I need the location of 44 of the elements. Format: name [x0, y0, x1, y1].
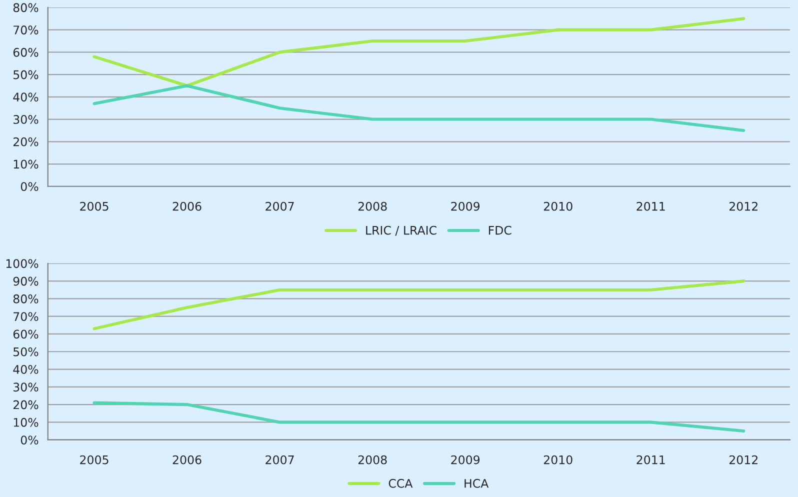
x-tick-label: 2010 — [544, 455, 572, 464]
line-series — [92, 17, 746, 88]
x-tick-label: 2007 — [266, 455, 294, 464]
x-tick-label: 2012 — [729, 202, 758, 211]
x-tick-label: 2005 — [80, 455, 108, 464]
y-tick-label: 70% — [14, 312, 38, 321]
legend-label: LRIC / LRAIC — [366, 226, 436, 236]
x-tick-label: 2008 — [358, 455, 387, 464]
y-tick-label: 50% — [14, 347, 38, 356]
y-tick-label: 40% — [13, 92, 38, 102]
line-series — [92, 84, 746, 132]
y-tick-label: 60% — [13, 48, 38, 57]
x-tick-label: 2007 — [266, 202, 294, 211]
y-tick-label: 30% — [14, 382, 38, 392]
y-tick-label: 20% — [13, 400, 38, 410]
y-tick-label: 100% — [6, 259, 38, 268]
y-tick-label: 20% — [13, 137, 38, 146]
x-tick-label: 2011 — [636, 202, 665, 211]
x-tick-label: 2008 — [358, 202, 387, 211]
x-tick-label: 2005 — [80, 202, 108, 211]
x-tick-label: 2012 — [729, 455, 758, 464]
x-tick-label: 2010 — [544, 202, 572, 211]
y-tick-label: 10% — [14, 160, 38, 169]
y-tick-label: 0% — [20, 182, 38, 192]
y-tick-label: 30% — [14, 115, 38, 124]
legend-label: FDC — [488, 226, 512, 235]
y-tick-label: 90% — [13, 276, 38, 286]
y-tick-label: 60% — [13, 330, 38, 339]
y-tick-label: 50% — [14, 70, 38, 80]
legend-label: CCA — [388, 478, 413, 488]
x-tick-label: 2006 — [172, 202, 202, 211]
y-tick-label: 80% — [13, 3, 38, 12]
legend-label: HCA — [464, 478, 489, 488]
y-tick-label: 10% — [14, 418, 38, 427]
y-tick-label: 40% — [13, 364, 38, 374]
x-tick-label: 2009 — [451, 455, 480, 464]
y-tick-label: 80% — [13, 294, 38, 304]
line-series — [92, 280, 746, 330]
x-tick-label: 2006 — [172, 455, 202, 464]
x-tick-label: 2009 — [451, 202, 480, 211]
x-tick-label: 2011 — [636, 455, 665, 464]
y-tick-label: 70% — [14, 26, 38, 34]
line-series — [92, 401, 746, 433]
y-tick-label: 0% — [20, 436, 38, 444]
